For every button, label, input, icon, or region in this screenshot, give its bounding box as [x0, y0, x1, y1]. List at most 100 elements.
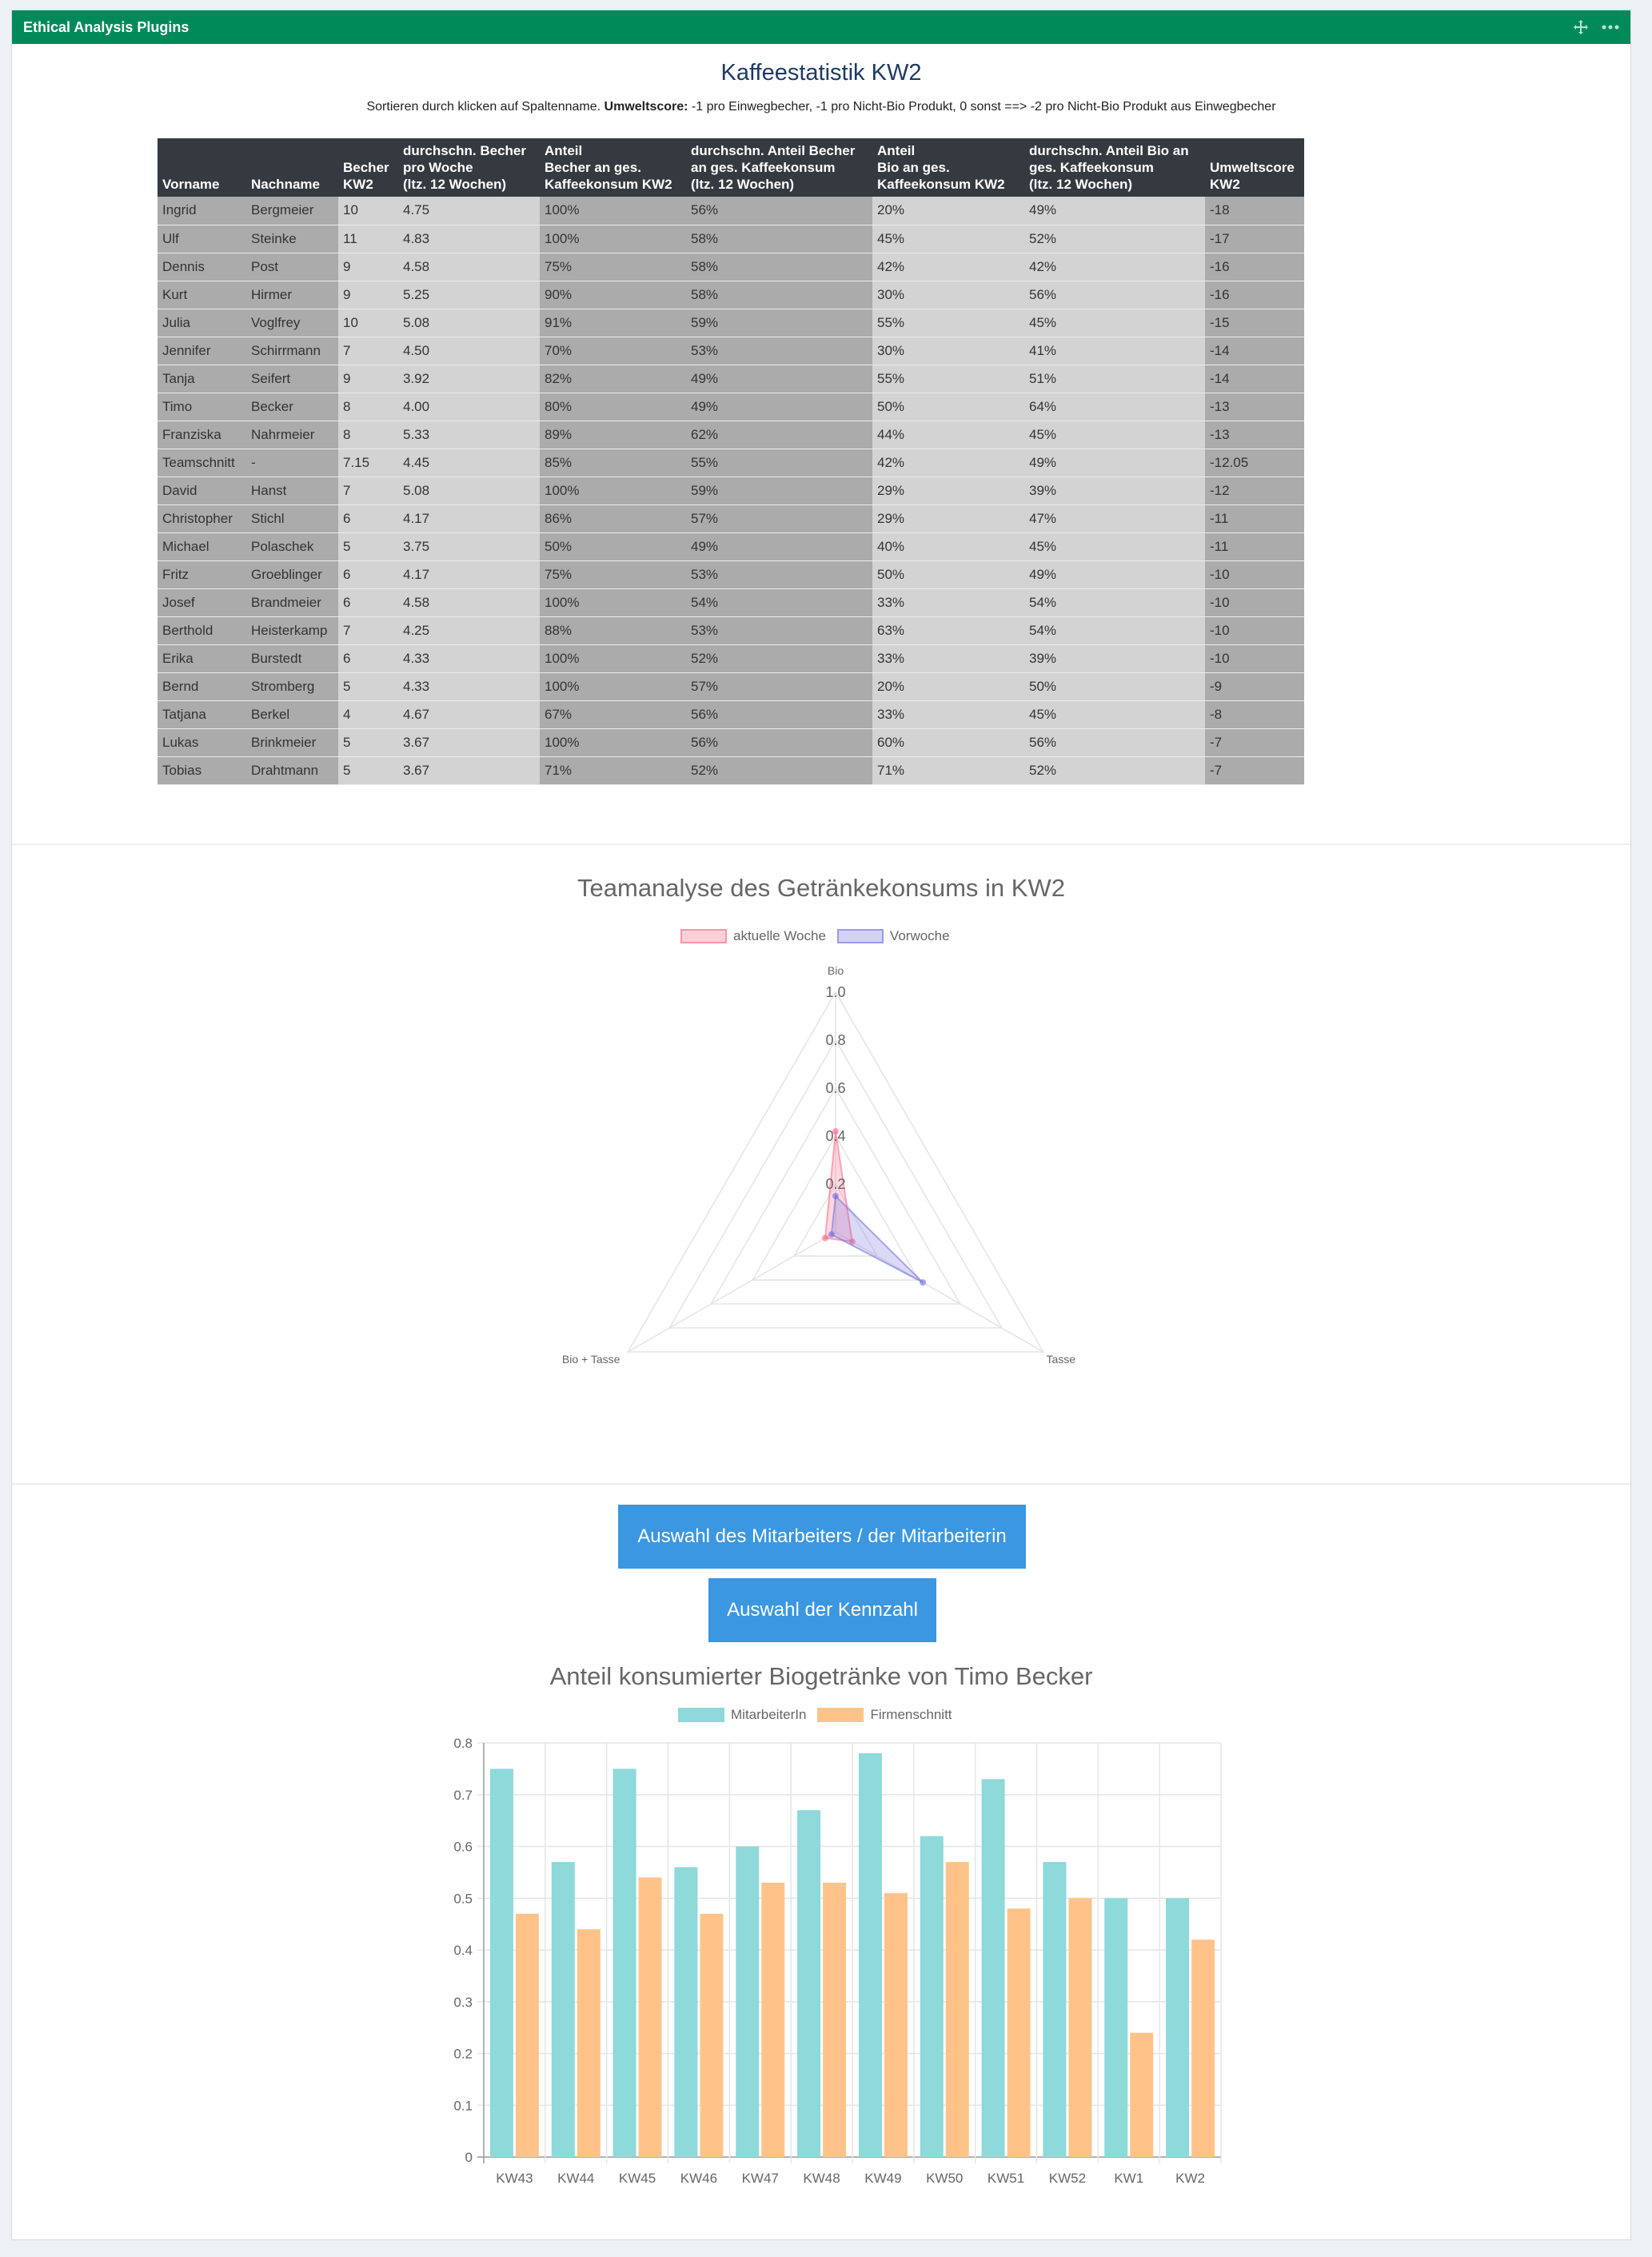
table-cell: -17	[1205, 225, 1304, 253]
table-cell: 50%	[540, 532, 686, 561]
table-cell: 59%	[686, 309, 872, 337]
bar-company[interactable]	[823, 1882, 847, 2157]
radar-legend-current[interactable]: aktuelle Woche	[680, 928, 826, 944]
table-cell: 55%	[872, 309, 1024, 337]
table-cell: 62%	[686, 421, 872, 449]
table-cell: 4.25	[398, 616, 540, 645]
metric-select-button[interactable]: Auswahl der Kennzahl	[708, 1578, 936, 1642]
bar-legend-company[interactable]: Firmenschnitt	[817, 1707, 952, 1723]
bar-employee[interactable]	[736, 1846, 760, 2158]
table-cell: -12.05	[1205, 449, 1304, 477]
table-cell: 9	[338, 281, 398, 309]
table-cell: 39%	[1024, 644, 1205, 673]
radar-point[interactable]	[848, 1238, 856, 1245]
table-cell: Michael	[158, 532, 246, 561]
table-cell: 29%	[872, 477, 1024, 505]
bar-chart: 0 0.1 0.2 0.3 0.4 0.5 0.6 0.7 0.8 KW43 KW44 KW45 KW4…	[453, 1736, 1222, 2186]
radar-point[interactable]	[832, 1193, 839, 1199]
bar-employee[interactable]	[674, 1867, 698, 2157]
radar-point[interactable]	[920, 1279, 927, 1286]
bar-company[interactable]	[700, 1913, 724, 2157]
table-cell: -13	[1205, 421, 1304, 449]
radar-tick-label: 0.4	[825, 1128, 845, 1144]
bar-company[interactable]	[1068, 1898, 1092, 2157]
table-cell: Josef	[158, 588, 246, 617]
table-cell: -16	[1205, 253, 1304, 281]
table-cell: Seifert	[246, 365, 338, 393]
table-cell: Tatjana	[158, 700, 246, 729]
column-header-7[interactable]: durchschn. Anteil Bio an ges. Kaffeekons…	[1024, 138, 1205, 197]
bar-company[interactable]	[577, 1929, 601, 2157]
bar-employee[interactable]	[1166, 1898, 1190, 2157]
column-header-3[interactable]: durchschn. Becher pro Woche (ltz. 12 Woc…	[398, 138, 540, 197]
table-cell: 9	[338, 365, 398, 393]
table-cell: Brinkmeier	[246, 728, 338, 757]
radar-point[interactable]	[832, 1128, 839, 1134]
table-cell: 33%	[872, 700, 1024, 729]
more-options-icon[interactable]	[1602, 24, 1619, 30]
column-header-8[interactable]: Umweltscore KW2	[1205, 138, 1304, 197]
bar-legend-employee[interactable]: MitarbeiterIn	[678, 1707, 806, 1723]
bar-employee[interactable]	[981, 1779, 1005, 2157]
coffee-statistics-table: Vorname Nachname Becher KW2 durchschn. Bech…	[158, 138, 1304, 785]
table-cell: Burstedt	[246, 644, 338, 673]
table-cell: -10	[1205, 644, 1304, 673]
table-cell: -16	[1205, 281, 1304, 309]
bar-company[interactable]	[1191, 1940, 1215, 2157]
column-header-5[interactable]: durchschn. Anteil Becher an ges. Kaffeek…	[686, 138, 872, 197]
bar-company[interactable]	[1007, 1908, 1031, 2157]
bar-employee[interactable]	[551, 1861, 575, 2157]
bar-company[interactable]	[515, 1913, 539, 2157]
table-cell: Jennifer	[158, 337, 246, 365]
column-header-1[interactable]: Nachname	[246, 138, 338, 197]
bar-company[interactable]	[1130, 2032, 1154, 2157]
table-cell: 49%	[686, 532, 872, 561]
bar-employee[interactable]	[613, 1769, 636, 2157]
table-cell: Brandmeier	[246, 588, 338, 617]
bar-company[interactable]	[761, 1882, 785, 2157]
table-cell: 10	[338, 197, 398, 225]
bar-employee[interactable]	[1104, 1898, 1128, 2157]
bar-company[interactable]	[638, 1877, 662, 2157]
y-tick-label: 0.6	[453, 1840, 473, 1855]
table-cell: 6	[338, 504, 398, 533]
column-header-6[interactable]: Anteil Bio an ges. Kaffeekonsum KW2	[872, 138, 1024, 197]
table-cell: Tanja	[158, 365, 246, 393]
move-icon[interactable]	[1573, 19, 1589, 35]
radar-point[interactable]	[828, 1231, 835, 1238]
column-header-4[interactable]: Anteil Becher an ges. Kaffeekonsum KW2	[540, 138, 686, 197]
table-cell: 75%	[540, 560, 686, 589]
table-cell: 89%	[540, 421, 686, 449]
radar-gridline	[709, 1087, 962, 1305]
column-header-2[interactable]: Becher KW2	[338, 138, 398, 197]
table-row: Lukas Brinkmeier 5 3.67 100% 56% 60% 56% -7	[158, 728, 1304, 757]
table-cell: -11	[1205, 504, 1304, 533]
bar-employee[interactable]	[920, 1836, 944, 2157]
table-cell: 7	[338, 337, 398, 365]
table-cell: 4	[338, 700, 398, 729]
bar-employee[interactable]	[858, 1753, 882, 2157]
bar-company[interactable]	[884, 1892, 908, 2157]
table-cell: 52%	[1024, 225, 1205, 253]
table-cell: 20%	[872, 197, 1024, 225]
bar-employee[interactable]	[797, 1810, 821, 2157]
bar-employee[interactable]	[489, 1769, 513, 2157]
table-cell: Heisterkamp	[246, 616, 338, 645]
radar-point[interactable]	[822, 1234, 829, 1242]
bar-company[interactable]	[945, 1861, 969, 2157]
bar-chart-title: Anteil konsumierter Biogetränke von Timo…	[549, 1662, 1093, 1690]
employee-select-button[interactable]: Auswahl des Mitarbeiters / der Mitarbeit…	[618, 1505, 1026, 1569]
radar-legend-previous[interactable]: Vorwoche	[836, 928, 950, 944]
table-cell: 52%	[686, 644, 872, 673]
table-cell: 29%	[872, 504, 1024, 533]
table-cell: 52%	[1024, 756, 1205, 785]
table-row: Kurt Hirmer 9 5.25 90% 58% 30% 56% -16	[158, 281, 1304, 309]
table-cell: 88%	[540, 616, 686, 645]
column-header-0[interactable]: Vorname	[158, 138, 246, 197]
table-cell: Timo	[158, 393, 246, 421]
bar-employee[interactable]	[1043, 1861, 1067, 2157]
dashboard-panel: Ethical Analysis Plugins Kaffeestatistik…	[11, 10, 1631, 2240]
y-tick-label: 0.7	[453, 1788, 473, 1803]
table-cell: 5	[338, 672, 398, 701]
table-cell: 4.45	[398, 449, 540, 477]
